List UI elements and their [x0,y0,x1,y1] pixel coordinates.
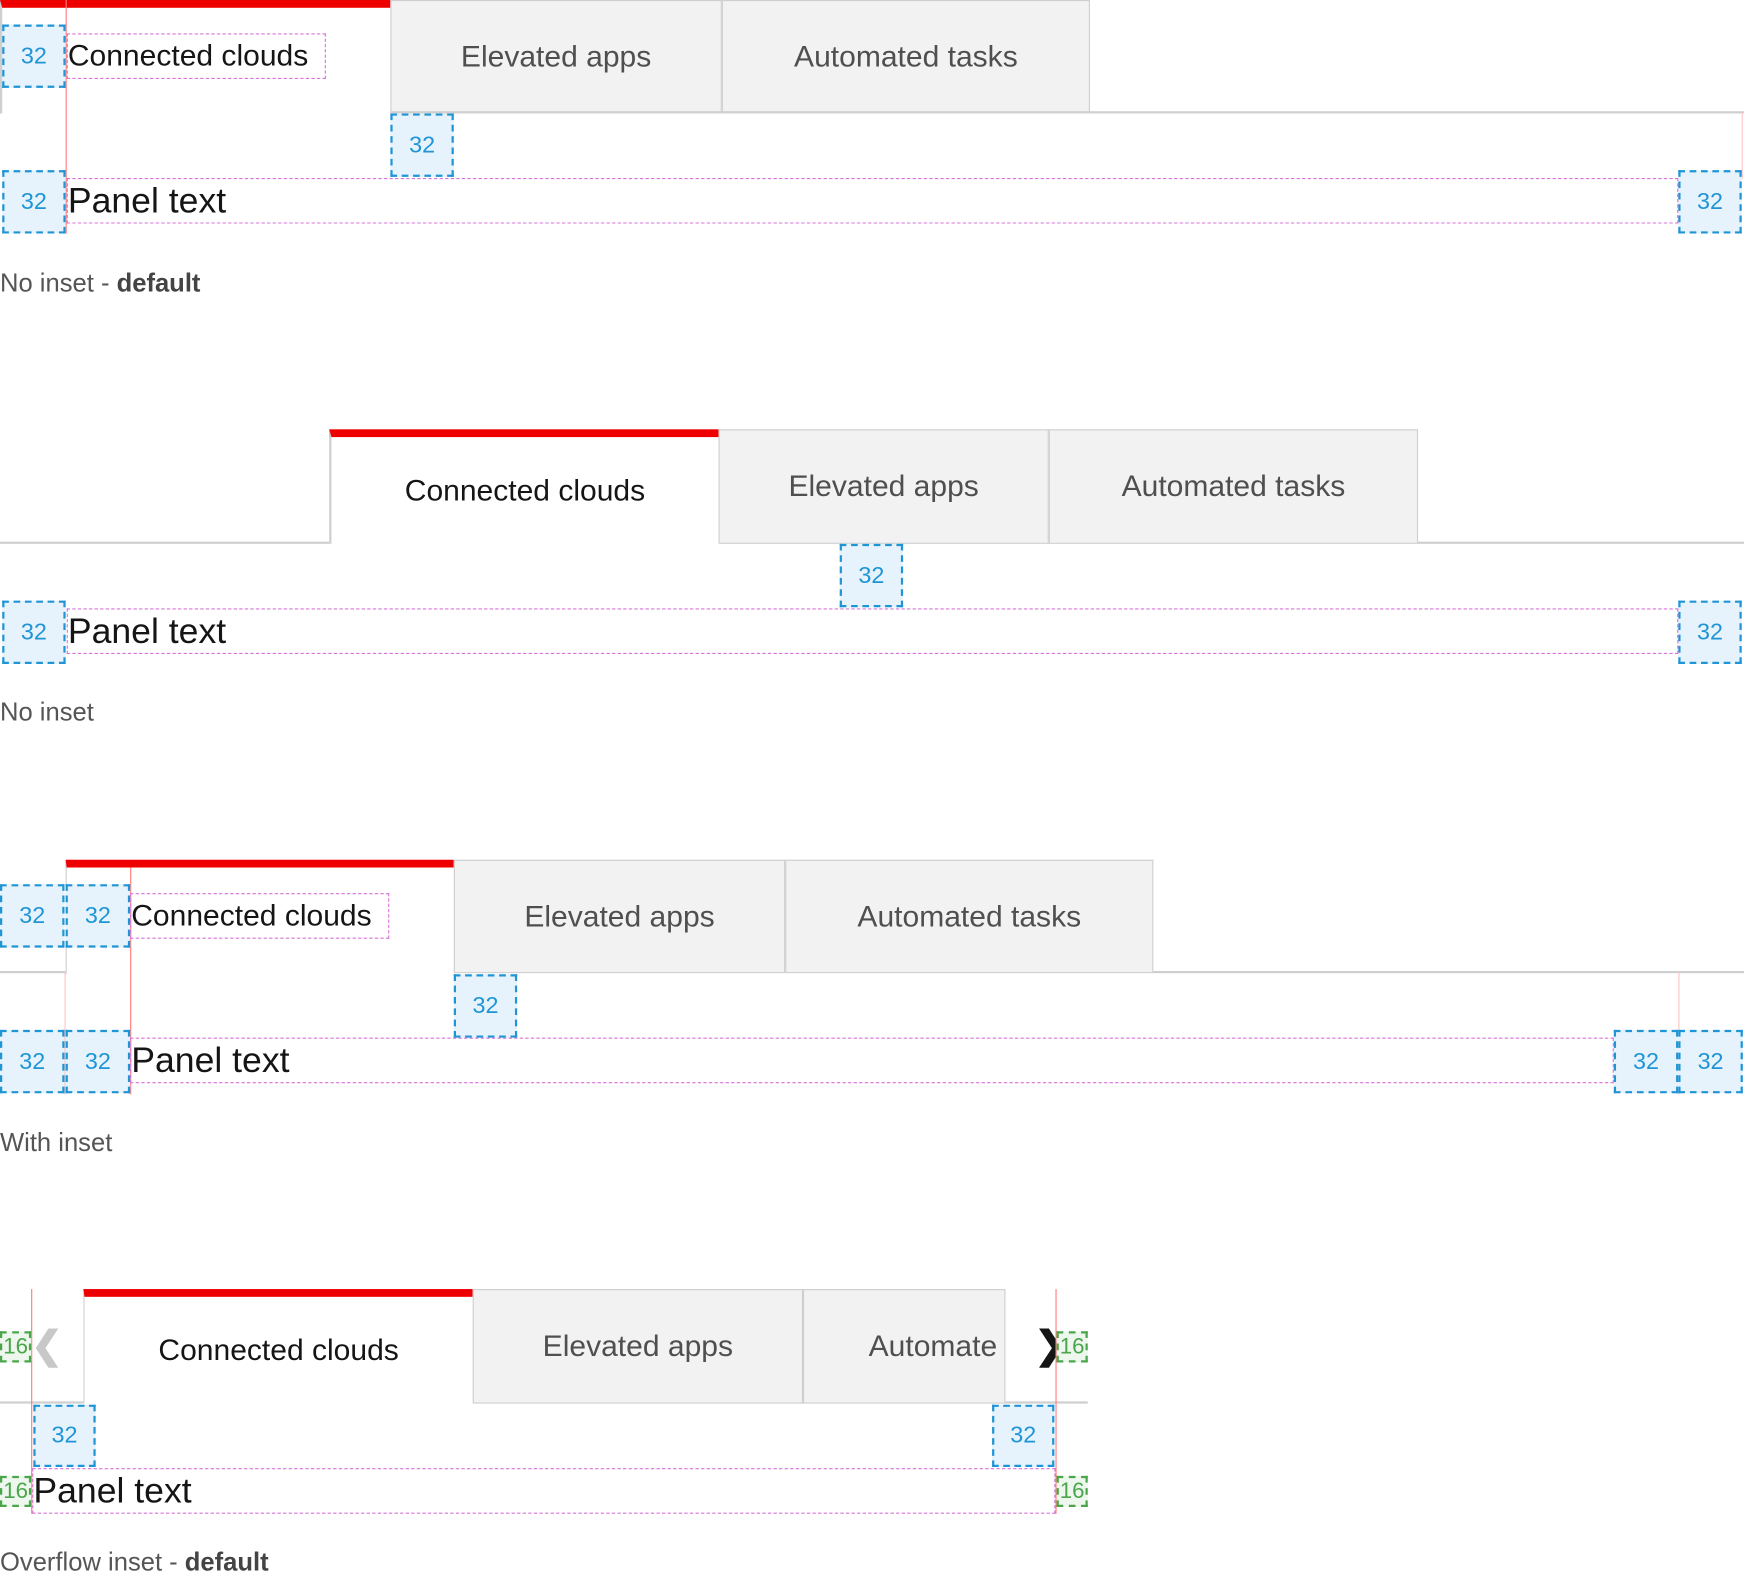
guide-line [1055,1289,1057,1514]
spacer-16: 16 [0,1331,32,1363]
tab-elevated-apps[interactable]: Elevated apps [453,859,786,973]
spacer-32: 32 [65,1029,131,1094]
chevron-left-icon[interactable]: ❮ [31,1324,63,1367]
panel-text: Panel text [66,177,1679,224]
caption: No inset - default [0,268,201,297]
spacer-32: 32 [1678,1029,1743,1094]
caption: Overflow inset - default [0,1547,269,1576]
spacer-32: 32 [453,974,518,1038]
panel-text: Panel text [32,1468,1056,1514]
tab-automated-tasks[interactable]: Automate [803,1289,1006,1403]
spacer-32: 32 [992,1404,1055,1467]
spacer-32: 32 [65,884,131,948]
tabs-divider [390,111,1744,114]
spacer-16: 16 [0,1475,32,1508]
tab-elevated-apps[interactable]: Elevated apps [472,1289,804,1403]
tab-elevated-apps[interactable]: Elevated apps [390,0,722,113]
guide-line [130,867,132,1095]
tab-connected-clouds[interactable]: Connected clouds [83,1289,473,1404]
spacer-32: 32 [839,543,904,608]
guide-line [1741,112,1743,180]
spacer-32: 32 [2,170,66,234]
tabs-divider [0,970,66,974]
spacer-32: 32 [0,1029,65,1094]
tab-label: Connected clouds [66,33,326,79]
spacer-16: 16 [1056,1475,1088,1508]
tabs-divider [453,970,1744,974]
spacer-32: 32 [33,1404,96,1467]
spacer-16: 16 [1056,1331,1088,1363]
caption: With inset [0,1127,113,1157]
tab-elevated-apps[interactable]: Elevated apps [718,429,1049,543]
spacer-32: 32 [2,24,66,88]
guide-line [65,0,67,234]
caption: No inset [0,697,94,727]
panel-text: Panel text [66,608,1679,654]
guide-line [31,1289,33,1514]
spacer-32: 32 [0,884,65,948]
spacer-32: 32 [1678,170,1742,234]
tab-automated-tasks[interactable]: Automated tasks [1048,429,1419,543]
panel-text: Panel text [130,1037,1614,1084]
spacer-32: 32 [1613,1029,1679,1094]
tabs-divider [0,1401,84,1404]
spacer-32: 32 [2,600,66,664]
tab-automated-tasks[interactable]: Automated tasks [721,0,1090,113]
spacer-32: 32 [390,113,454,177]
tab-label: Connected clouds [130,893,390,939]
tabs-divider [472,1401,1088,1404]
spacer-32: 32 [1678,600,1742,664]
guide-line [64,972,66,1095]
tabs-divider [0,541,330,544]
tab-connected-clouds[interactable]: Connected clouds [329,429,719,544]
tab-automated-tasks[interactable]: Automated tasks [785,859,1154,973]
tabs-divider [718,541,1744,544]
